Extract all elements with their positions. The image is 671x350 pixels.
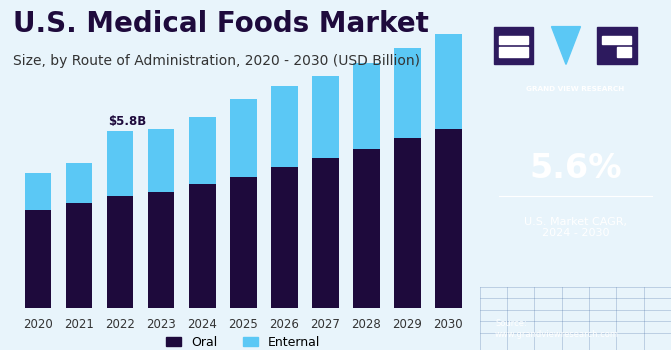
Bar <box>597 27 637 64</box>
Legend: Oral, Enternal: Oral, Enternal <box>162 331 325 350</box>
Text: Size, by Route of Administration, 2020 - 2030 (USD Billion): Size, by Route of Administration, 2020 -… <box>13 54 421 68</box>
Bar <box>312 76 339 158</box>
Bar <box>271 86 298 167</box>
Bar <box>66 163 93 203</box>
Bar <box>435 34 462 129</box>
Bar <box>499 47 528 57</box>
Text: $5.8B: $5.8B <box>108 114 146 128</box>
Polygon shape <box>552 27 580 64</box>
Bar <box>230 99 256 176</box>
Bar <box>617 47 631 57</box>
Bar <box>353 63 380 149</box>
Bar <box>493 27 533 64</box>
Text: U.S. Market CAGR,
2024 - 2030: U.S. Market CAGR, 2024 - 2030 <box>524 217 627 238</box>
Text: 5.6%: 5.6% <box>529 152 621 184</box>
Bar <box>25 210 52 308</box>
Bar <box>25 174 52 210</box>
Bar <box>603 36 631 44</box>
Bar <box>271 167 298 308</box>
Bar <box>394 48 421 138</box>
Text: Source:
www.grandviewresearch.com: Source: www.grandviewresearch.com <box>495 319 619 339</box>
Bar <box>66 203 93 308</box>
Bar <box>353 149 380 308</box>
Bar <box>189 117 215 184</box>
Bar <box>435 129 462 308</box>
Bar <box>394 138 421 308</box>
Bar <box>499 36 528 44</box>
Bar <box>107 196 134 308</box>
Text: U.S. Medical Foods Market: U.S. Medical Foods Market <box>13 10 429 38</box>
Text: GRAND VIEW RESEARCH: GRAND VIEW RESEARCH <box>526 86 625 92</box>
Bar <box>230 176 256 308</box>
Bar <box>107 131 134 196</box>
Bar <box>189 184 215 308</box>
Bar <box>148 192 174 308</box>
Bar <box>312 158 339 308</box>
Bar <box>148 129 174 192</box>
